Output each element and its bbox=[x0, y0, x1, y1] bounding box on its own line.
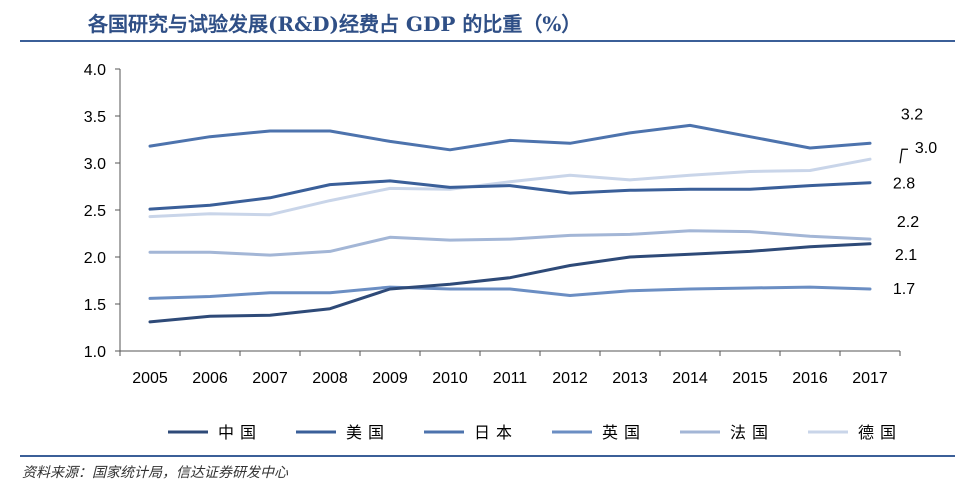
chart-title: 各国研究与试验发展(R&D)经费占 GDP 的比重（%） bbox=[88, 12, 582, 36]
end-label-series-1: 2.1 bbox=[895, 247, 917, 264]
x-axis-ticks: 2005 2006 2007 2008 2009 2010 2011 2012 2013 2014… bbox=[119, 351, 901, 387]
end-label-series-6: 3.0 bbox=[915, 140, 937, 157]
x-tick-label: 2015 bbox=[732, 370, 768, 387]
title-divider bbox=[20, 40, 955, 42]
y-tick-label: 2.0 bbox=[84, 250, 106, 267]
x-tick-label: 2016 bbox=[792, 370, 828, 387]
end-label-series-4: 1.7 bbox=[893, 281, 915, 298]
series-line-6 bbox=[148, 157, 872, 219]
series-line-1 bbox=[148, 242, 872, 324]
y-tick-label: 2.5 bbox=[84, 203, 106, 220]
x-tick-label: 2009 bbox=[372, 370, 408, 387]
legend-label-1: 中国 bbox=[218, 423, 262, 442]
x-tick-label: 2006 bbox=[192, 370, 228, 387]
x-tick-label: 2013 bbox=[612, 370, 648, 387]
source-note: 资料来源：国家统计局，信达证券研发中心 bbox=[22, 465, 288, 481]
x-tick-label: 2005 bbox=[132, 370, 168, 387]
end-label-series-2: 2.8 bbox=[893, 176, 915, 193]
x-tick-label: 2017 bbox=[852, 370, 888, 387]
end-label-series-3: 3.2 bbox=[901, 106, 923, 123]
x-tick-label: 2011 bbox=[493, 370, 528, 387]
series-lines bbox=[148, 123, 872, 324]
legend: 中国 美国 日本 英国 法国 德国 bbox=[168, 423, 902, 442]
y-tick-label: 1.5 bbox=[84, 297, 106, 314]
legend-label-2: 美国 bbox=[346, 423, 390, 442]
y-tick-label: 3.0 bbox=[84, 156, 106, 173]
legend-label-6: 德国 bbox=[858, 423, 902, 442]
legend-label-3: 日本 bbox=[474, 423, 518, 442]
line-chart: 1.01.52.02.53.03.54.0 2005 2006 2007 2008 20… bbox=[84, 62, 937, 442]
series-line-5 bbox=[148, 229, 872, 257]
y-axis-ticks: 1.0 1.5 2.0 2.5 3.0 3.5 4.0 bbox=[84, 62, 120, 361]
x-tick-label: 2012 bbox=[552, 370, 588, 387]
legend-label-5: 法国 bbox=[730, 423, 774, 442]
x-tick-label: 2008 bbox=[312, 370, 348, 387]
y-tick-label: 1.0 bbox=[84, 344, 106, 361]
series-line-3 bbox=[148, 123, 872, 152]
y-tick-label: 3.5 bbox=[84, 109, 106, 126]
x-tick-label: 2010 bbox=[432, 370, 468, 387]
footer-divider bbox=[20, 455, 955, 457]
end-label-series-5: 2.2 bbox=[897, 214, 919, 231]
legend-label-4: 英国 bbox=[602, 423, 646, 442]
x-tick-label: 2014 bbox=[672, 370, 708, 387]
y-tick-label: 4.0 bbox=[84, 62, 106, 79]
series-line-2 bbox=[148, 179, 872, 211]
label-leader-line bbox=[899, 148, 908, 164]
end-labels: 2.1 2.8 3.2 1.7 2.2 3.0 bbox=[893, 106, 937, 298]
axes bbox=[119, 69, 900, 352]
x-tick-label: 2007 bbox=[252, 370, 288, 387]
series-line-4 bbox=[148, 285, 872, 300]
